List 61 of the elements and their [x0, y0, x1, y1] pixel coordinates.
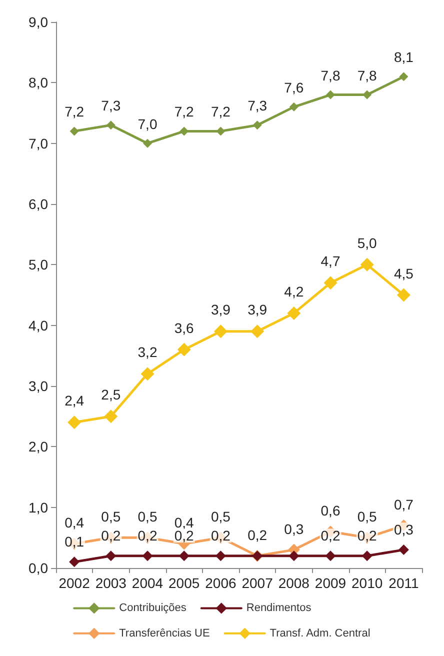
y-tick-label: 7,0: [28, 135, 48, 152]
data-label: 3,2: [138, 344, 158, 360]
y-tick-label: 5,0: [28, 256, 48, 273]
y-tick-label: 2,0: [28, 438, 48, 455]
data-label: 3,6: [174, 320, 194, 336]
data-label: 0,1: [64, 534, 84, 550]
data-label: 2,4: [64, 392, 84, 409]
x-tick-label: 2006: [205, 575, 236, 591]
data-label: 4,7: [320, 253, 340, 270]
data-label: 0,7: [394, 496, 414, 513]
data-label: 7,2: [210, 104, 231, 120]
y-tick-label: 1,0: [28, 499, 48, 516]
data-label: 0,5: [101, 508, 121, 525]
data-label: 0,3: [284, 520, 304, 537]
data-label: 4,5: [394, 265, 414, 282]
x-tick-label: 2003: [95, 575, 127, 591]
x-tick-label: 2010: [352, 575, 383, 591]
data-label: 0,2: [320, 528, 340, 544]
data-label: 2,5: [101, 386, 121, 403]
data-label: 8,1: [394, 49, 414, 66]
x-tick-label: 2005: [168, 575, 200, 591]
x-tick-label: 2011: [388, 575, 419, 591]
data-label: 7,6: [284, 79, 304, 96]
data-label: 4,2: [284, 283, 304, 300]
y-tick-label: 6,0: [28, 196, 48, 212]
data-label: 5,0: [357, 234, 378, 251]
data-label: 0,3: [394, 522, 414, 538]
y-tick-label: 9,0: [28, 14, 48, 30]
data-label: 7,0: [138, 116, 158, 132]
data-label: 7,2: [174, 104, 194, 120]
data-label: 3,9: [210, 302, 231, 318]
data-label: 0,2: [174, 528, 194, 544]
data-label: 0,5: [357, 508, 378, 525]
x-tick-label: 2002: [58, 575, 90, 591]
data-label: 0,2: [138, 528, 158, 544]
y-tick-label: 3,0: [28, 378, 48, 394]
x-tick-label: 2007: [242, 575, 274, 591]
x-tick-label: 2009: [314, 575, 346, 591]
data-label: 7,3: [101, 98, 121, 114]
legend-label: Rendimentos: [246, 602, 312, 614]
legend-label: Contribuições: [119, 602, 187, 614]
data-label: 0,2: [210, 528, 231, 544]
legend-label: Transf. Adm. Central: [270, 627, 370, 640]
data-label: 3,9: [248, 302, 268, 318]
data-label: 0,5: [138, 508, 158, 525]
data-label: 7,3: [248, 98, 268, 114]
x-tick-label: 2004: [132, 575, 164, 591]
data-label: 0,2: [101, 528, 121, 544]
data-label: 7,8: [320, 67, 340, 84]
data-label: 0,2: [248, 526, 268, 543]
data-label: 0,4: [64, 514, 84, 531]
data-label: 7,2: [64, 104, 84, 120]
y-tick-label: 8,0: [28, 74, 48, 91]
y-tick-label: 0,0: [28, 560, 48, 576]
data-label: 7,8: [357, 67, 378, 84]
x-tick-label: 2008: [278, 575, 310, 591]
y-tick-label: 4,0: [28, 317, 48, 334]
data-label: 0,5: [210, 508, 231, 525]
legend-label: Transferências UE: [119, 627, 210, 640]
data-label: 0,2: [357, 528, 378, 544]
data-label: 0,6: [320, 502, 340, 519]
